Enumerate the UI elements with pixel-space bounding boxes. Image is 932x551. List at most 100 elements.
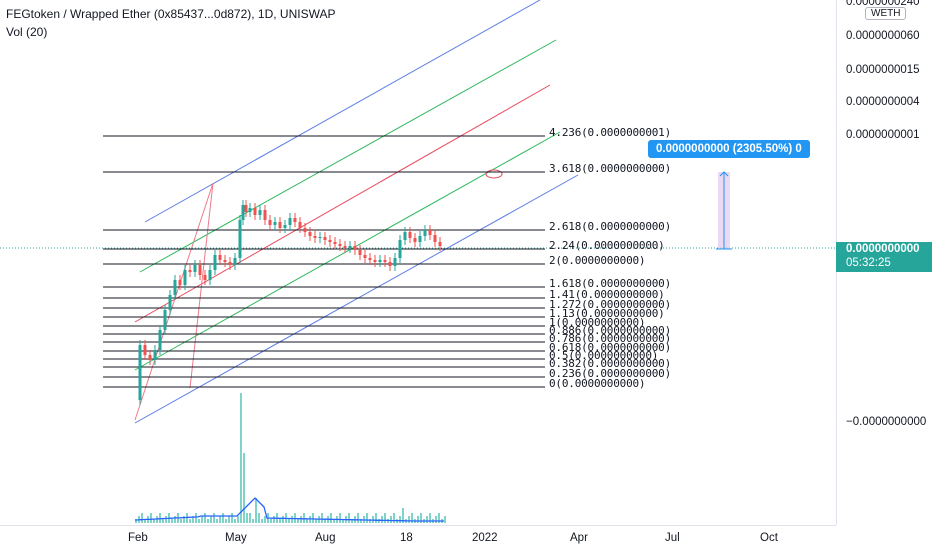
volume-bar [237, 516, 239, 523]
volume-bar [411, 513, 413, 523]
price-tick: 0.0000000060 [846, 30, 920, 42]
channel-outer-top [144, 0, 541, 223]
volume-bar [291, 516, 293, 523]
time-tick: 2022 [472, 532, 498, 544]
volume-bar [150, 513, 152, 523]
volume-bar [312, 513, 314, 523]
candle-body [388, 262, 392, 266]
candle-body [253, 208, 257, 215]
price-tick: −0.0000000000 [846, 416, 927, 428]
volume-bar [417, 516, 419, 523]
volume-bar [384, 513, 386, 523]
candle-body [283, 225, 287, 228]
volume-series [135, 393, 446, 523]
candle-body [218, 255, 222, 260]
candle-body [208, 270, 212, 280]
volume-indicator-label[interactable]: Vol (20) [6, 25, 48, 39]
channel-handle[interactable] [485, 169, 503, 179]
channel-outer-bottom [134, 174, 579, 424]
parallel-channel[interactable] [134, 0, 579, 424]
candle-body [418, 236, 422, 242]
channel-inner-top [139, 39, 557, 273]
time-tick: Aug [315, 532, 336, 544]
candle-body [228, 262, 232, 265]
fib-level-label: 4.236(0.0000000001) [549, 126, 672, 139]
trend-line-down [189, 182, 214, 389]
time-tick: Oct [760, 532, 778, 544]
fib-level-label: 0.382(0.0000000000) [549, 357, 672, 370]
fib-level-label: 0(0.0000000000) [549, 377, 646, 390]
fibonacci-extension[interactable] [103, 135, 545, 388]
candle-body [158, 330, 162, 350]
candle-body [363, 255, 367, 258]
candle-body [168, 295, 172, 310]
time-tick: May [225, 532, 247, 544]
price-range-measure[interactable] [716, 171, 732, 250]
volume-bar [171, 519, 173, 523]
candle-body [438, 242, 442, 246]
volume-bar [249, 513, 251, 523]
fib-level-label: 1.41(0.0000000000) [549, 288, 665, 301]
bar-countdown: 05:32:25 [846, 257, 891, 269]
volume-bar [438, 513, 440, 523]
volume-bar [324, 519, 326, 523]
volume-bar [198, 519, 200, 523]
volume-bar [153, 519, 155, 523]
candle-body [348, 246, 352, 248]
volume-bar [255, 498, 257, 523]
candle-body [368, 258, 372, 260]
volume-bar [321, 513, 323, 523]
current-price-tag: 0.0000000000 05:32:25 [836, 242, 932, 272]
fib-level-label: 0.786(0.0000000000) [549, 332, 672, 345]
candle-body [313, 236, 317, 238]
candle-body [353, 246, 357, 250]
currency-unit-badge[interactable]: WETH [865, 7, 907, 20]
volume-bar [231, 513, 233, 523]
volume-ma-line [134, 497, 444, 522]
candle-body [318, 237, 322, 238]
volume-bar [300, 516, 302, 523]
volume-bar [225, 519, 227, 523]
candle-body [203, 275, 207, 280]
volume-bar [402, 508, 404, 523]
fib-level-label: 1.13(0.0000000000) [549, 307, 665, 320]
volume-bar [243, 453, 245, 523]
fib-level-label: 1(0.0000000000) [549, 316, 646, 329]
price-tick: 0.0000000015 [846, 64, 920, 76]
candle-body [403, 232, 407, 240]
volume-bar [351, 519, 353, 523]
candle-body [378, 260, 382, 262]
volume-bar [159, 513, 161, 523]
candle-body [373, 260, 377, 262]
fib-level-label: 3.618(0.0000000000) [549, 162, 672, 175]
candle-body [393, 258, 397, 266]
time-tick: Apr [570, 532, 588, 544]
current-price-value: 0.0000000000 [846, 243, 920, 255]
candle-body [143, 345, 147, 355]
fib-level-label: 2(0.0000000000) [549, 254, 646, 267]
candle-body [413, 238, 417, 242]
volume-bar [204, 513, 206, 523]
candle-body [408, 232, 412, 238]
time-axis[interactable] [0, 525, 836, 551]
volume-bar [279, 519, 281, 523]
volume-bar [258, 513, 260, 523]
candle-body [148, 355, 152, 360]
volume-bar [162, 519, 164, 523]
volume-bar [264, 516, 266, 523]
volume-bar [135, 519, 137, 523]
time-tick: Jul [665, 532, 680, 544]
fib-level-label: 0.236(0.0000000000) [549, 367, 672, 380]
measure-tooltip: 0.0000000000 (2305.50%) 0 [648, 140, 810, 158]
candle-body [163, 310, 167, 330]
candle-body [244, 205, 248, 212]
candle-body [383, 260, 387, 262]
volume-bar [165, 516, 167, 523]
candle-body [178, 280, 182, 285]
fib-level-label: 2.618(0.0000000000) [549, 220, 672, 233]
volume-bar [180, 519, 182, 523]
candle-body [173, 280, 177, 295]
volume-bar [240, 393, 242, 523]
candle-body [333, 242, 337, 244]
